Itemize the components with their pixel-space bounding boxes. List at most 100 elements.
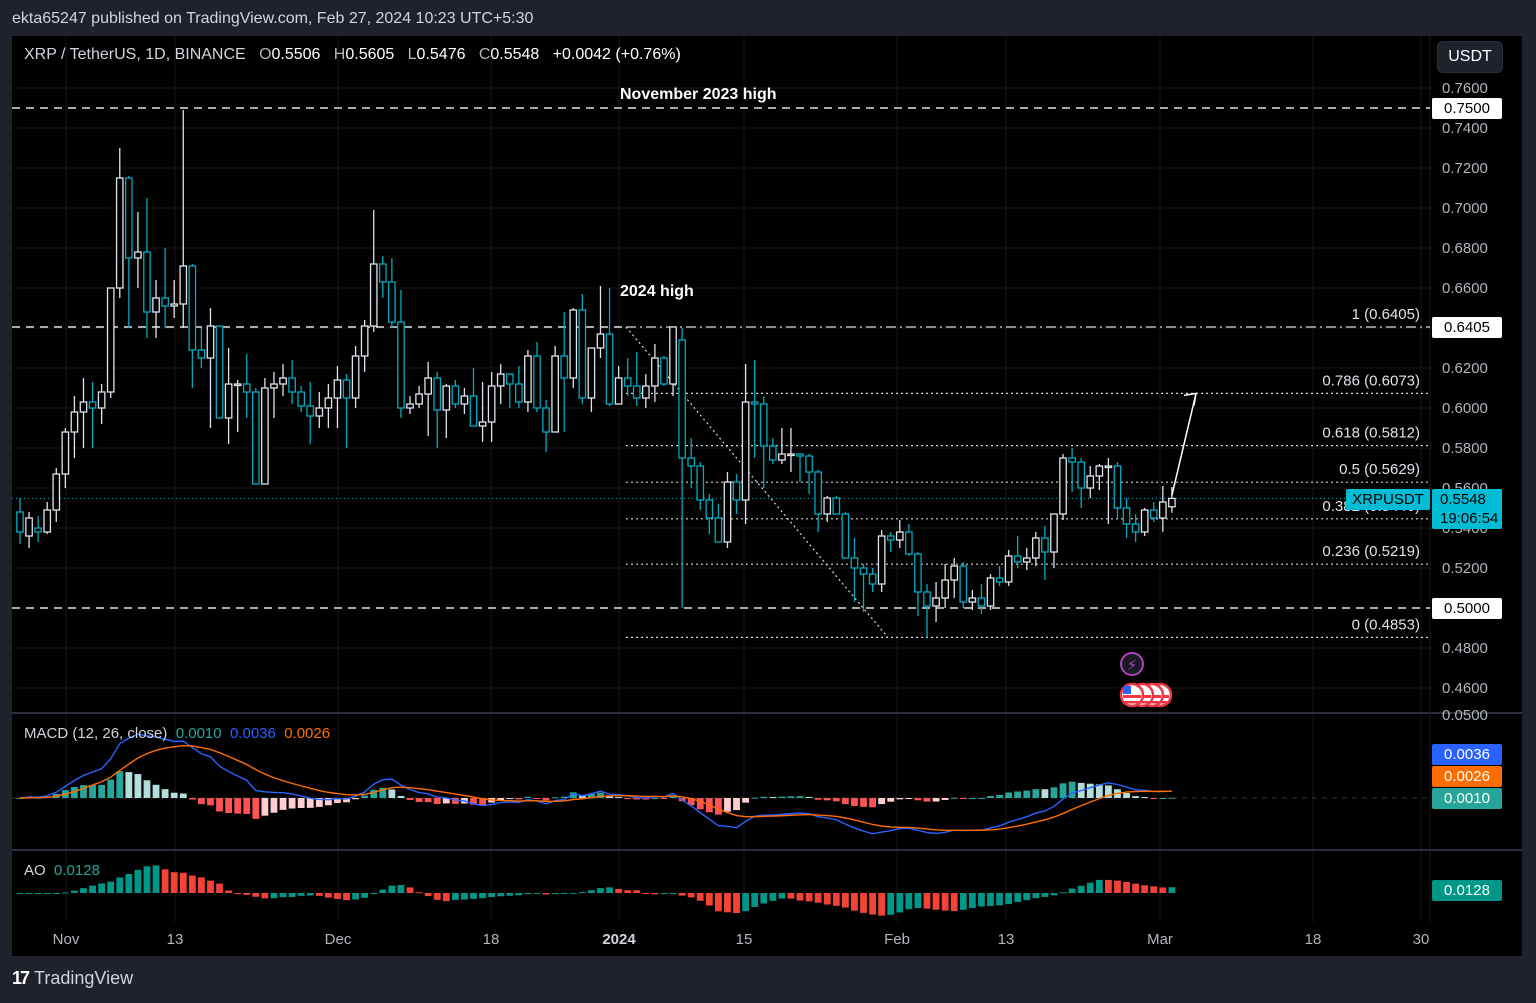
macd-histogram-bar [633,798,641,800]
ao-histogram-bar [651,893,659,895]
macd-signal-line [19,744,1172,832]
ao-histogram-bar [778,893,786,899]
high-label: H [333,46,346,63]
candle-body [297,391,306,407]
ao-histogram-bar [216,883,223,893]
candle-body [578,309,587,399]
ao-histogram-bar [1050,893,1058,896]
candle-body [759,403,768,447]
candle-body [687,457,696,467]
macd-histogram-bar [1023,790,1031,798]
annotation-2024-high[interactable]: 2024 high [620,283,694,300]
macd-histogram-bar [415,798,423,802]
macd-histogram-bar [134,774,142,798]
candle-body [124,177,133,259]
ao-histogram-bar [606,887,613,893]
ao-histogram-bar [597,888,604,893]
candle-body [1095,465,1104,477]
candle-body [886,535,895,541]
symbol-price-label: XRPUSDT [1346,489,1430,510]
price-axis-label: 0.7600 [1442,80,1488,97]
time-axis-label: 13 [166,931,184,948]
ao-histogram-bar [1077,885,1085,893]
macd-histogram-bar [188,798,196,800]
annotation-november-high[interactable]: November 2023 high [620,86,777,103]
ao-histogram-bar [978,893,985,907]
candle-body [88,401,97,409]
ao-histogram-bar [116,877,124,893]
macd-histogram-bar [1095,784,1103,798]
macd-histogram-bar [225,798,233,814]
candle-body [233,383,242,387]
macd-histogram-bar [687,798,695,806]
candle-body [1077,461,1086,489]
ao-histogram-bar [80,888,87,893]
ao-histogram-bar [1168,887,1176,893]
ao-histogram-bar [1032,893,1040,899]
candle-body [905,531,913,555]
ao-histogram-bar [497,893,505,897]
publisher-info: ekta65247 published on TradingView.com, … [12,10,534,27]
macd-histogram-bar [497,798,505,801]
ao-histogram-bar [334,893,341,899]
macd-histogram-bar [841,798,849,805]
candle-body [623,377,632,387]
price-axis-label: 0.6600 [1442,280,1488,297]
macd-histogram-bar [615,797,623,799]
macd-histogram-bar [878,798,886,805]
currency-button[interactable]: USDT [1437,41,1503,73]
projection-arrow [1171,393,1197,496]
macd-histogram-bar [288,798,296,809]
candle-body [79,401,88,413]
candle-body [524,355,532,403]
ao-histogram-bar [687,893,695,898]
candle-body [188,265,197,351]
ao-histogram-bar [279,893,287,898]
macd-histogram-bar [116,771,124,798]
candle-body [406,403,414,409]
candle-body [841,513,850,559]
macd-histogram-bar [315,798,323,807]
ao-histogram-bar [569,892,577,894]
candle-body [25,517,33,537]
macd-histogram-bar [343,798,350,803]
price-axis-label: 0.7200 [1442,160,1488,177]
macd-histogram-bar [16,798,24,799]
price-axis-label: 0.6800 [1442,240,1488,257]
macd-signal-tag: 0.0026 [1432,766,1502,787]
low-label: L [407,46,417,63]
candle-body [360,325,369,357]
candle-body [1149,509,1158,519]
macd-legend[interactable]: MACD (12, 26, close) 0.0010 0.0036 0.002… [24,725,330,742]
fib-level-label: 0.5 (0.5629) [1339,461,1420,478]
macd-histogram-bar [742,798,749,803]
ao-histogram-bar [506,893,514,896]
macd-histogram-bar [324,798,332,806]
candle-body [995,577,1004,583]
ao-histogram-bar [234,893,242,894]
candle-body [197,349,206,359]
ao-histogram-bar [1105,879,1112,893]
macd-histogram-bar [751,797,759,799]
time-axis-label: 30 [1412,931,1430,948]
candle-body [106,287,115,393]
macd-histogram-bar [216,798,223,812]
macd-histogram-bar [388,789,396,798]
ao-histogram-bar [923,893,931,909]
ao-legend[interactable]: AO 0.0128 [24,862,100,879]
price-axis-label: 0.7400 [1442,120,1488,137]
ao-histogram-bar [61,892,69,894]
macd-histogram-bar [270,798,278,813]
candle-body [1140,509,1149,533]
macd-histogram-bar [524,796,532,798]
macd-axis-label: 0.0500 [1442,707,1488,724]
candle-body [914,553,922,593]
macd-histogram-bar [107,779,115,798]
macd-histogram-bar [442,798,450,804]
candle-body [170,303,179,307]
symbol-name[interactable]: XRP / TetherUS, 1D, BINANCE [24,46,246,63]
ao-histogram-bar [207,880,214,893]
tradingview-logo[interactable]: 17 TradingView [12,968,133,989]
ao-histogram-bar [742,893,749,912]
